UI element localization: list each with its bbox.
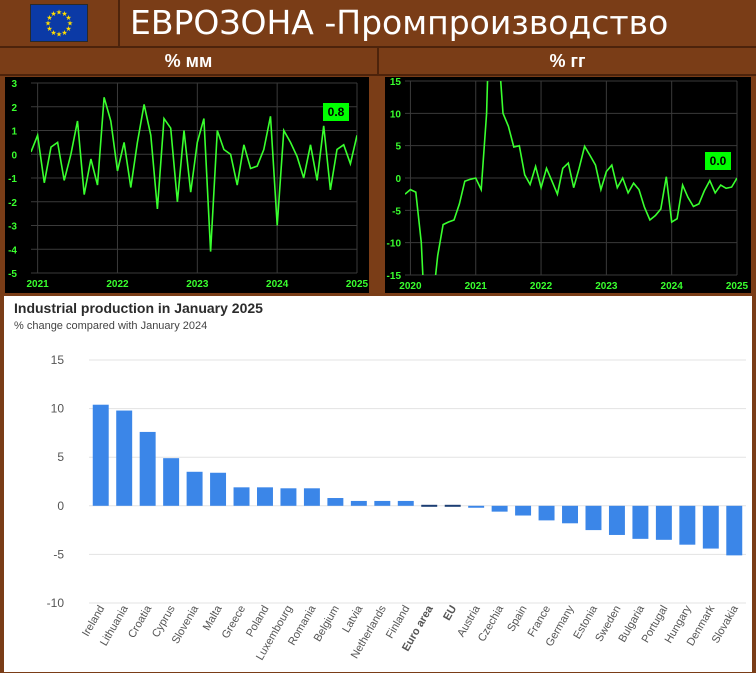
bar-france (538, 505, 555, 521)
mom-y-tick-label: 1 (11, 127, 17, 138)
yoy-x-tick-label: 2021 (465, 281, 488, 292)
bar-sweden (608, 505, 625, 535)
eu-star-icon: ★ (50, 10, 56, 18)
bar-category-label: Spain (505, 604, 529, 634)
bar-chart-panel: Industrial production in January 2025 % … (4, 296, 752, 672)
bar-slovakia (726, 505, 743, 556)
mom-series-line (31, 97, 357, 252)
bar-netherlands (374, 500, 391, 506)
bar-poland (257, 487, 273, 506)
yoy-series-line (405, 81, 737, 275)
mom-x-tick-label: 2022 (106, 279, 129, 290)
bar-latvia (350, 500, 367, 506)
bar-estonia (585, 505, 602, 531)
bar-czechia (491, 505, 508, 512)
bar-euro-area (421, 504, 438, 507)
bar-lithuania (116, 410, 133, 506)
bar-category-label: Malta (201, 603, 225, 633)
bar-y-tick-label: 15 (51, 353, 65, 367)
eu-star-icon: ★ (61, 29, 67, 37)
yoy-x-tick-label: 2023 (595, 281, 618, 292)
right-chart-subtitle: % гг (549, 51, 586, 71)
mom-x-tick-label: 2021 (27, 279, 50, 290)
bar-bulgaria (632, 505, 649, 539)
bar-finland (397, 500, 414, 506)
yoy-y-tick-label: 0 (395, 174, 401, 185)
subheader-divider (377, 46, 379, 76)
mom-y-tick-label: -2 (8, 198, 17, 209)
bar-category-label: EU (441, 603, 459, 622)
left-chart-subtitle: % мм (164, 51, 213, 71)
mom-last-value-label: 0.8 (328, 105, 345, 119)
bar-spain (515, 505, 532, 516)
header-divider (118, 0, 120, 46)
bar-chart-title: Industrial production in January 2025 (14, 300, 263, 316)
yoy-last-value-badge (705, 152, 731, 170)
eu-star-icon: ★ (65, 25, 71, 33)
mom-line-chart: 3 2 1 0 -1 -2 -3 -4 -5 2021 2022 2023 2024 2025 0.8 (8, 79, 369, 290)
bar-y-tick-label: 5 (57, 450, 64, 464)
mom-y-tick-label: -5 (8, 269, 17, 280)
eu-star-icon: ★ (61, 10, 67, 18)
eu-flag-icon: ★ ★ ★ ★ ★ ★ ★ ★ ★ ★ ★ ★ (30, 4, 88, 42)
yoy-y-tick-label: 10 (390, 109, 402, 120)
bar-denmark (702, 505, 719, 549)
bar-slovenia (186, 471, 203, 506)
bar-germany (562, 505, 578, 524)
yoy-last-value-label: 0.0 (710, 154, 727, 168)
mom-chart-panel: 3 2 1 0 -1 -2 -3 -4 -5 2021 2022 2023 2024 2025 0.8 (5, 77, 369, 293)
mom-x-tick-label: 2024 (266, 279, 289, 290)
bar-romania (303, 488, 320, 506)
yoy-y-tick-label: 5 (395, 142, 401, 153)
bar-chart: 151050-5-10IrelandLithuaniaCroatiaCyprus… (47, 353, 746, 662)
eu-flag-stars: ★ ★★★★★★★★★★★ (45, 9, 73, 39)
bar-luxembourg (280, 488, 297, 506)
bar-belgium (327, 498, 344, 506)
bar-y-tick-label: 10 (51, 402, 65, 416)
mom-x-tick-label: 2025 (346, 279, 369, 290)
bar-y-tick-label: 0 (57, 499, 64, 513)
bar-greece (233, 487, 250, 506)
yoy-x-tick-label: 2024 (661, 281, 684, 292)
bar-ireland (92, 404, 109, 506)
mom-y-tick-label: -4 (8, 245, 17, 256)
eu-star-icon: ★ (56, 9, 62, 17)
mom-x-tick-label: 2023 (186, 279, 209, 290)
yoy-x-tick-label: 2020 (399, 281, 422, 292)
bar-y-tick-label: -10 (47, 596, 65, 610)
mom-y-tick-label: 3 (11, 79, 17, 90)
yoy-y-tick-label: -5 (392, 206, 401, 217)
eu-star-icon: ★ (45, 20, 51, 28)
eu-star-icon: ★ (46, 25, 52, 33)
eu-star-icon: ★ (50, 29, 56, 37)
yoy-x-tick-label: 2022 (530, 281, 553, 292)
bar-malta (210, 472, 227, 506)
bar-cyprus (163, 458, 180, 506)
bar-y-tick-label: -5 (53, 547, 64, 561)
eu-star-icon: ★ (56, 31, 62, 39)
mom-y-tick-label: 2 (11, 103, 17, 114)
bar-portugal (655, 505, 672, 540)
eu-star-icon: ★ (46, 14, 52, 22)
yoy-chart-panel: 15 10 5 0 -5 -10 -15 2020 2021 2022 2023 2024 2025 0.… (385, 77, 751, 293)
bar-chart-subtitle: % change compared with January 2024 (14, 320, 208, 332)
yoy-y-tick-label: -15 (387, 271, 402, 282)
bar-eu (444, 504, 461, 507)
mom-y-tick-label: -1 (8, 174, 17, 185)
page-title: ЕВРОЗОНА -Промпроизводство (130, 3, 669, 42)
mom-last-value-badge (323, 103, 349, 121)
yoy-y-tick-label: 15 (390, 77, 402, 88)
yoy-y-tick-label: -10 (387, 239, 402, 250)
eu-star-icon: ★ (65, 14, 71, 22)
bar-croatia (139, 431, 156, 506)
bar-hungary (679, 505, 696, 545)
bar-austria (468, 505, 485, 508)
mom-y-tick-label: 0 (11, 150, 17, 161)
eu-star-icon: ★ (67, 20, 73, 28)
yoy-x-tick-label: 2025 (726, 281, 749, 292)
mom-y-tick-label: -3 (8, 222, 17, 233)
